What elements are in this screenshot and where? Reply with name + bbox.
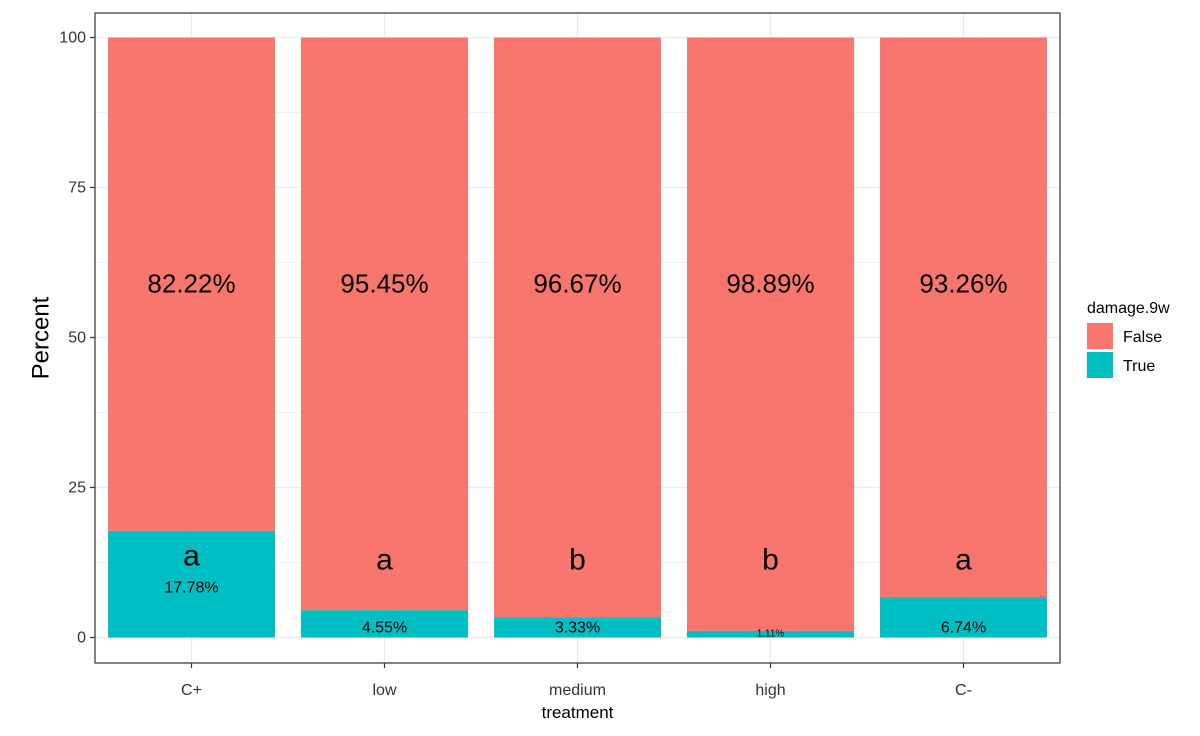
false-percent-label: 96.67% — [533, 269, 621, 299]
y-tick-label: 100 — [59, 30, 86, 47]
x-tick-label: low — [372, 682, 396, 699]
axes: 0 25 50 75 100 C+ low medium high C- — [59, 30, 972, 700]
bar-false-1 — [301, 37, 468, 611]
significance-letter: a — [183, 540, 200, 573]
legend-swatch-true — [1087, 352, 1113, 378]
significance-letter: b — [762, 544, 779, 577]
bar-false-0 — [108, 37, 275, 531]
true-percent-label: 1.11% — [757, 629, 785, 640]
bar-true-1 — [301, 610, 468, 638]
y-tick-label: 50 — [68, 330, 86, 347]
true-percent-label: 6.74% — [941, 620, 986, 637]
x-tick-label: high — [755, 682, 785, 699]
bar-false-4 — [880, 37, 1047, 598]
bar-true-3 — [687, 630, 854, 638]
legend-label: False — [1123, 329, 1162, 346]
false-percent-label: 98.89% — [726, 269, 814, 299]
legend: damage.9w False True — [1087, 300, 1170, 378]
bar-true-2 — [494, 617, 661, 638]
x-axis-title: treatment — [542, 703, 614, 722]
bar-true-0 — [108, 530, 275, 638]
legend-swatch-false — [1087, 323, 1113, 349]
false-percent-label: 95.45% — [340, 269, 428, 299]
x-tick-label: C- — [955, 682, 972, 699]
bar-labels: 82.22% a 17.78% 95.45% a 4.55% 96.67% b 3.33% 98.… — [147, 269, 1007, 640]
bars — [108, 37, 1047, 638]
y-tick-label: 25 — [68, 480, 86, 497]
significance-letter: a — [376, 544, 393, 577]
y-axis-title: Percent — [27, 296, 54, 379]
y-tick-label: 75 — [68, 180, 86, 197]
legend-title: damage.9w — [1087, 300, 1170, 317]
false-percent-label: 82.22% — [147, 269, 235, 299]
true-percent-label: 17.78% — [164, 580, 218, 597]
bar-false-3 — [687, 37, 854, 631]
false-percent-label: 93.26% — [919, 269, 1007, 299]
bar-false-2 — [494, 37, 661, 618]
y-tick-label: 0 — [77, 630, 86, 647]
bar-true-4 — [880, 597, 1047, 638]
true-percent-label: 4.55% — [362, 620, 407, 637]
significance-letter: b — [569, 544, 586, 577]
x-tick-label: C+ — [181, 682, 202, 699]
significance-letter: a — [955, 544, 972, 577]
true-percent-label: 3.33% — [555, 620, 600, 637]
legend-label: True — [1123, 358, 1155, 375]
x-tick-label: medium — [549, 682, 606, 699]
